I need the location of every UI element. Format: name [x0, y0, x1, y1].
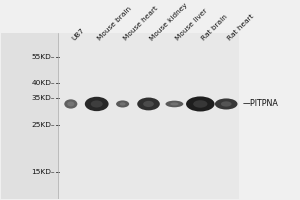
Text: Mouse brain: Mouse brain — [97, 6, 133, 42]
Ellipse shape — [143, 101, 154, 107]
Bar — [58, 33, 239, 199]
Ellipse shape — [170, 102, 178, 106]
Text: Rat heart: Rat heart — [226, 13, 255, 42]
Text: Rat brain: Rat brain — [200, 14, 229, 42]
Text: 35KD–: 35KD– — [32, 95, 55, 101]
Ellipse shape — [166, 101, 183, 107]
Ellipse shape — [137, 98, 160, 110]
Ellipse shape — [91, 100, 103, 108]
Text: 15KD–: 15KD– — [31, 169, 55, 175]
Bar — [2, 33, 58, 199]
Ellipse shape — [120, 102, 126, 106]
Text: U87: U87 — [71, 27, 86, 42]
Ellipse shape — [221, 101, 232, 107]
Ellipse shape — [64, 99, 77, 109]
Ellipse shape — [116, 100, 129, 108]
Ellipse shape — [186, 96, 214, 111]
Text: 55KD–: 55KD– — [32, 54, 55, 60]
Ellipse shape — [193, 100, 207, 108]
Ellipse shape — [85, 97, 109, 111]
Ellipse shape — [67, 102, 74, 106]
Text: 40KD–: 40KD– — [31, 80, 55, 86]
Text: 25KD–: 25KD– — [31, 122, 55, 128]
Text: —PITPNA: —PITPNA — [242, 99, 278, 108]
Text: Mouse heart: Mouse heart — [123, 5, 159, 42]
Ellipse shape — [215, 98, 238, 110]
Text: Mouse liver: Mouse liver — [174, 8, 208, 42]
Text: Mouse kidney: Mouse kidney — [148, 2, 189, 42]
